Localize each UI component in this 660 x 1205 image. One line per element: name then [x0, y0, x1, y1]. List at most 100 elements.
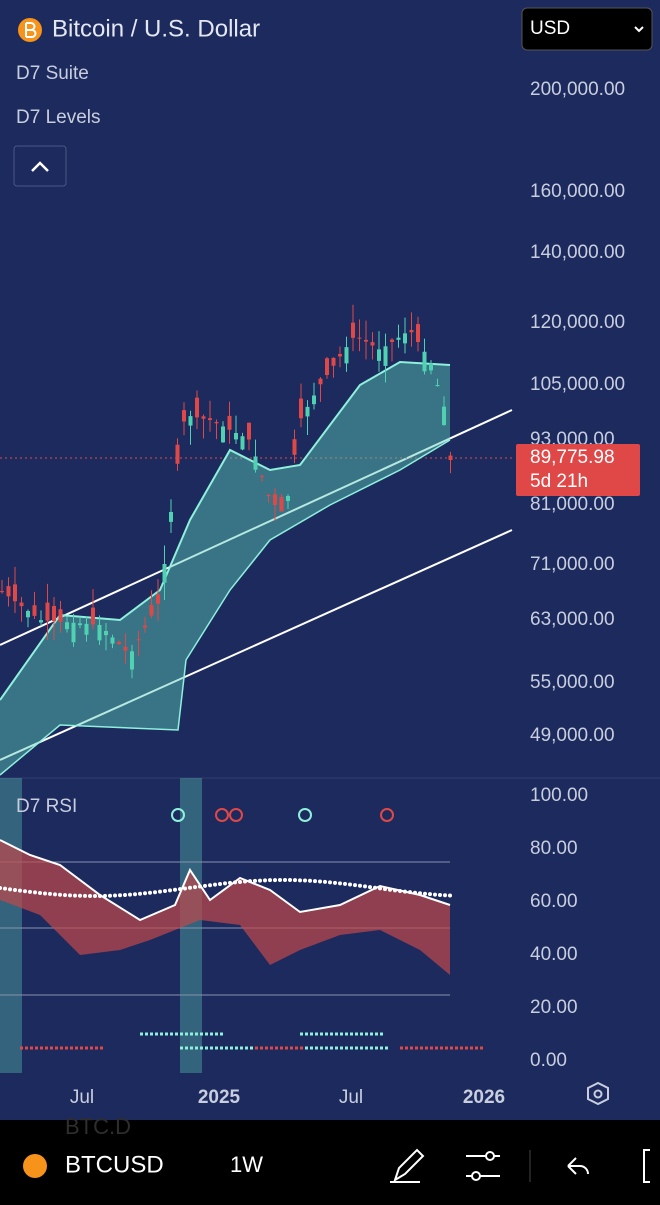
- rsi-ma-dot: [448, 893, 452, 898]
- candle-body: [292, 439, 297, 455]
- rsi-ma-dot: [53, 892, 57, 897]
- toolbar-interval[interactable]: 1W: [230, 1152, 263, 1177]
- rsi-label: 60.00: [530, 891, 578, 912]
- candle-body: [435, 385, 440, 387]
- rsi-ma-dot: [368, 885, 372, 890]
- rsi-fill: [0, 840, 450, 975]
- candle-body: [149, 605, 154, 616]
- settings-icon[interactable]: [587, 1081, 609, 1106]
- rsi-ma-dot: [443, 893, 447, 898]
- rsi-ma-dot: [108, 893, 112, 898]
- rsi-ma-dot: [33, 890, 37, 895]
- rsi-ma-dot: [353, 883, 357, 888]
- candle-body: [286, 496, 290, 501]
- rsi-ma-dot: [393, 888, 397, 893]
- rsi-ma-dot: [163, 889, 167, 894]
- price-label: 200,000.00: [530, 79, 625, 100]
- time-label: 2026: [463, 1087, 505, 1108]
- rsi-ma-dot: [213, 882, 217, 887]
- rsi-ma-dot: [238, 879, 242, 884]
- candle-body: [117, 642, 121, 644]
- signal-dot: [380, 808, 394, 822]
- price-chart: [0, 304, 515, 776]
- rsi-ma-dot: [73, 893, 77, 898]
- rsi-ma-dot: [0, 886, 2, 890]
- candle-body: [370, 342, 375, 346]
- candle-body: [214, 422, 219, 424]
- price-label: 120,000.00: [530, 312, 625, 333]
- candle-body: [39, 620, 43, 623]
- rsi-label: 40.00: [530, 944, 578, 965]
- rsi-ma-dot: [293, 878, 297, 883]
- chevron-up: [31, 161, 49, 172]
- rsi-ma-dot: [438, 892, 442, 897]
- candle-body: [188, 416, 193, 426]
- signal-dot: [298, 808, 312, 822]
- candle-body: [448, 455, 453, 460]
- rsi-ma-dot: [253, 878, 257, 883]
- rsi-ma-dot: [423, 891, 427, 896]
- rsi-ma-dot: [268, 878, 272, 883]
- rsi-ma-dot: [23, 889, 27, 894]
- rsi-ma-dot: [38, 890, 42, 895]
- candle-body: [84, 623, 89, 635]
- current-price: 89,775.98: [530, 447, 615, 468]
- rsi-ma-dot: [348, 882, 352, 887]
- more-icon[interactable]: [643, 1149, 650, 1183]
- rsi-ma-dot: [328, 880, 332, 885]
- rsi-ma-dot: [173, 887, 177, 892]
- rsi-ma-dot: [418, 891, 422, 896]
- candle-body: [143, 625, 147, 628]
- candle-body: [227, 415, 232, 430]
- candle-body: [240, 436, 245, 450]
- undo-icon[interactable]: [567, 1157, 589, 1175]
- candle-body: [195, 397, 199, 418]
- candle-body: [325, 358, 329, 375]
- candle-body: [169, 512, 173, 522]
- rsi-ma-dot: [93, 893, 97, 898]
- rsi-ma-dot: [343, 881, 347, 886]
- rsi-ma-dot: [98, 893, 102, 898]
- toolbar-symbol[interactable]: BTCUSD: [65, 1151, 164, 1178]
- chevron-down: [634, 26, 644, 33]
- rsi-ma-dot: [308, 878, 312, 883]
- currency-select[interactable]: [521, 7, 653, 51]
- rsi-ma-dot: [143, 891, 147, 896]
- candle-body: [91, 607, 95, 625]
- rsi-ma-dot: [63, 893, 67, 898]
- candle-body: [52, 605, 56, 622]
- candle-body: [331, 357, 336, 366]
- highlight-band: [180, 778, 202, 1073]
- rsi-ma-dot: [78, 893, 82, 898]
- rsi-ma-dot: [148, 890, 152, 895]
- candle-body: [266, 495, 271, 497]
- toolbar: [0, 1120, 660, 1200]
- rsi-ma-dot: [313, 879, 317, 884]
- rsi-ma-dot: [403, 889, 407, 894]
- rsi-ma-dot: [48, 891, 52, 896]
- rsi-ma-dot: [133, 892, 137, 897]
- rsi-ma-dot: [113, 893, 117, 898]
- candle-body: [0, 591, 4, 593]
- rsi-ma-dot: [433, 892, 437, 897]
- rsi-ma-dot: [13, 887, 17, 892]
- indicators-icon[interactable]: [466, 1151, 500, 1181]
- rsi-ma-dot: [298, 878, 302, 883]
- candle-body: [383, 346, 388, 366]
- candle-body: [130, 651, 134, 670]
- time-label: Jul: [70, 1087, 94, 1108]
- rsi-axis: 100.00 80.00 60.00 40.00 20.00 0.00: [530, 785, 588, 1071]
- candle-body: [422, 351, 427, 372]
- rsi-ma-dot: [208, 883, 212, 888]
- candle-body: [71, 622, 76, 643]
- candle-body: [123, 646, 128, 651]
- price-label: 140,000.00: [530, 242, 625, 263]
- rsi-ma-dot: [303, 878, 307, 883]
- rsi-ma-dot: [248, 879, 252, 884]
- rsi-ma-dot: [193, 885, 197, 890]
- candle-body: [429, 363, 433, 371]
- collapse-button[interactable]: [13, 145, 67, 187]
- draw-icon[interactable]: [390, 1148, 425, 1183]
- rsi-ma-dot: [413, 890, 417, 895]
- price-label: 81,000.00: [530, 494, 615, 515]
